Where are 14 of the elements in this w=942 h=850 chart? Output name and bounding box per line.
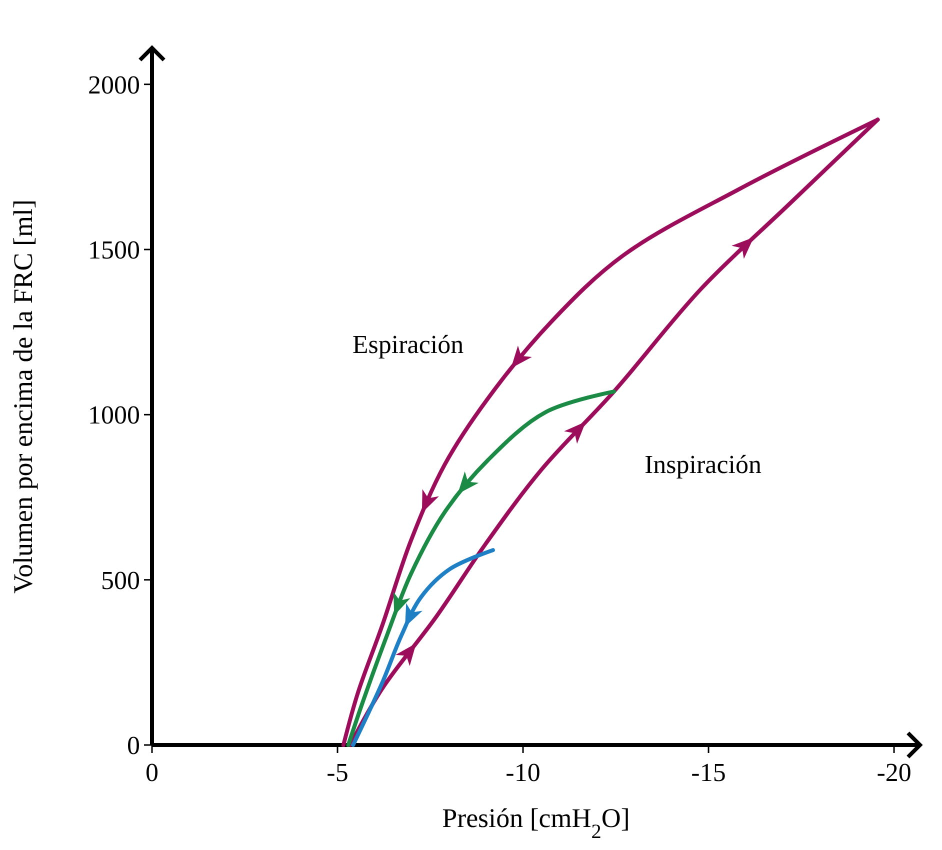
- x-tick-label: -5: [326, 758, 348, 787]
- y-axis-title: Volumen por encima de la FRC [ml]: [8, 200, 38, 594]
- x-tick-label: -20: [876, 758, 912, 787]
- y-tick-label: 1500: [88, 236, 140, 264]
- x-tick-label: -15: [691, 758, 726, 787]
- annotation: Espiración: [352, 330, 464, 359]
- y-tick-label: 0: [127, 731, 140, 760]
- y-tick-label: 500: [101, 566, 140, 595]
- y-tick-label: 1000: [88, 400, 140, 430]
- x-tick-label: 0: [146, 758, 158, 787]
- annotation: Inspiración: [644, 450, 762, 479]
- y-tick-label: 2000: [88, 70, 140, 100]
- x-tick-label: -10: [506, 758, 540, 787]
- x-axis-title: Presión [cmH$_{2}$O]: [442, 803, 630, 843]
